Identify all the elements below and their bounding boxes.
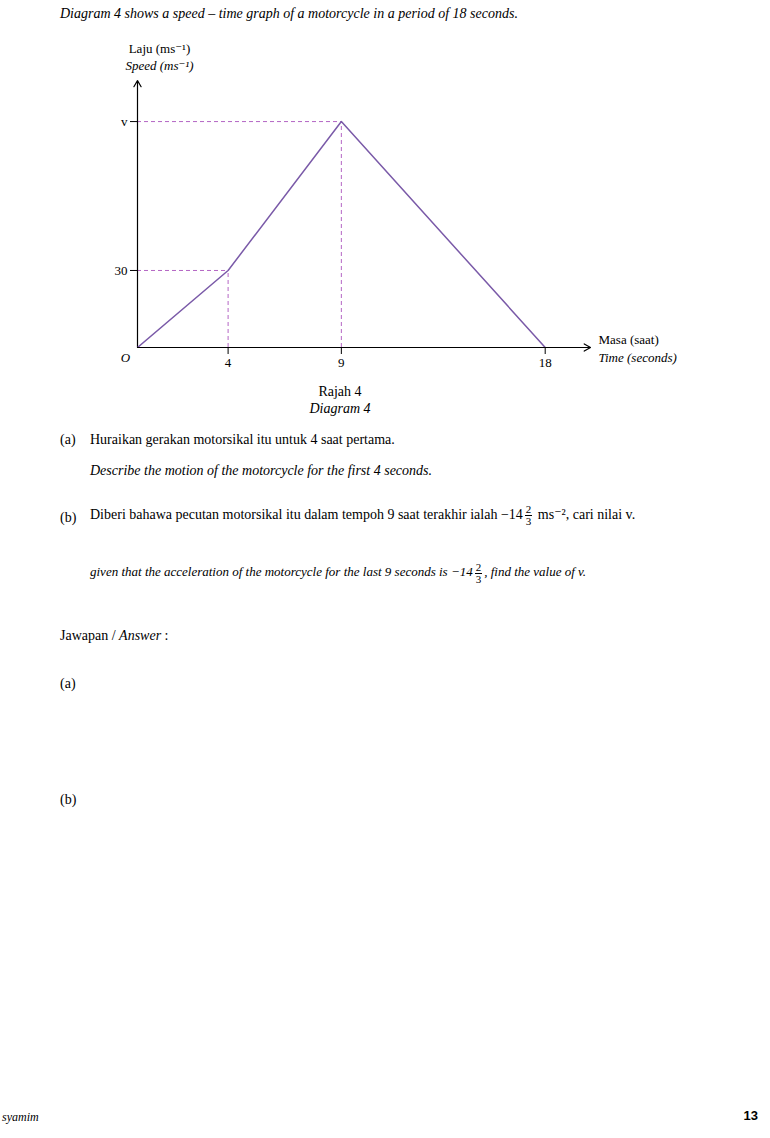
html-text:(a): (a) xyxy=(60,432,76,447)
html-text:(a): (a) xyxy=(60,676,76,691)
html-text:2: 2 xyxy=(525,503,532,515)
svg-text:Speed (ms⁻¹): Speed (ms⁻¹) xyxy=(125,58,193,73)
html-text:13: 13 xyxy=(743,1108,758,1123)
html-text:Rajah 4: Rajah 4 xyxy=(318,384,362,399)
html-text:Diagram 4 shows a speed – time: Diagram 4 shows a speed – time graph of … xyxy=(60,6,518,21)
html-text:(b): (b) xyxy=(60,792,77,807)
html-text:3, find the value of v.: 3, find the value of v. xyxy=(475,564,587,585)
svg-text:O: O xyxy=(121,350,131,365)
svg-text:18: 18 xyxy=(539,355,552,370)
html-text:Huraikan gerakan motorsikal it: Huraikan gerakan motorsikal itu untuk 4 … xyxy=(90,432,395,447)
html-text:syamim: syamim xyxy=(2,1110,39,1124)
svg-text:4: 4 xyxy=(225,355,232,370)
html-text:2: 2 xyxy=(475,561,482,573)
html-text:3ms⁻², cari nilai v.: 3ms⁻², cari nilai v. xyxy=(525,506,636,527)
html-text:(b): (b) xyxy=(60,510,77,525)
html-text:Diagram 4: Diagram 4 xyxy=(309,401,371,416)
html-text:Diberi bahawa pecutan motorsik: Diberi bahawa pecutan motorsikal itu dal… xyxy=(90,506,523,522)
svg-text:Masa (saat): Masa (saat) xyxy=(599,332,659,347)
svg-text:v: v xyxy=(121,114,128,129)
svg-text:Laju (ms⁻¹): Laju (ms⁻¹) xyxy=(129,41,191,56)
svg-text:30: 30 xyxy=(115,263,128,278)
html-text:given that the acceleration of: given that the acceleration of the motor… xyxy=(90,564,473,580)
html-text:Describe the motion of the mot: Describe the motion of the motorcycle fo… xyxy=(90,463,432,478)
svg-text:9: 9 xyxy=(338,355,345,370)
html-text:Jawapan / Answer:: Jawapan / Answer: xyxy=(60,628,169,643)
svg-text:Time (seconds): Time (seconds) xyxy=(599,350,677,365)
